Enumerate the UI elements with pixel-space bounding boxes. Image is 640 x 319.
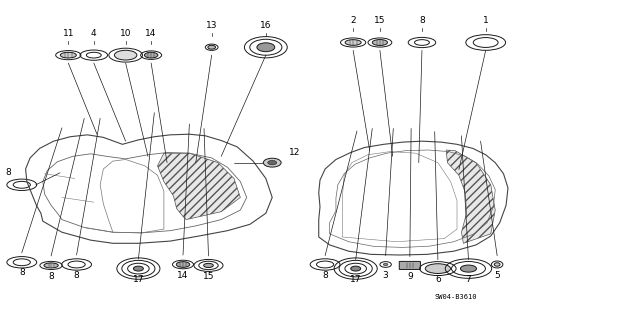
- Text: 16: 16: [260, 21, 271, 30]
- Text: 5: 5: [494, 271, 500, 280]
- Text: 11: 11: [63, 29, 74, 38]
- Ellipse shape: [372, 40, 387, 45]
- Polygon shape: [446, 150, 495, 243]
- Text: 17: 17: [132, 275, 144, 284]
- Text: 4: 4: [91, 29, 97, 38]
- Text: 6: 6: [435, 275, 441, 284]
- Text: 8: 8: [74, 271, 79, 280]
- Polygon shape: [157, 153, 241, 219]
- Ellipse shape: [115, 50, 137, 60]
- Ellipse shape: [145, 52, 158, 58]
- Circle shape: [383, 263, 388, 266]
- Ellipse shape: [345, 40, 361, 45]
- Text: 17: 17: [350, 275, 362, 284]
- Text: 8: 8: [19, 269, 25, 278]
- Ellipse shape: [86, 52, 101, 58]
- Text: 10: 10: [120, 29, 131, 38]
- Ellipse shape: [208, 45, 216, 49]
- Text: 3: 3: [383, 271, 388, 280]
- Circle shape: [380, 262, 392, 267]
- Text: SW04-B3610: SW04-B3610: [435, 294, 477, 300]
- Ellipse shape: [60, 52, 76, 58]
- Text: 12: 12: [289, 148, 300, 157]
- Ellipse shape: [257, 43, 275, 52]
- Circle shape: [268, 160, 276, 165]
- Ellipse shape: [68, 261, 85, 268]
- Text: 13: 13: [206, 21, 218, 30]
- Ellipse shape: [13, 182, 30, 188]
- Text: 2: 2: [350, 16, 356, 25]
- Ellipse shape: [425, 264, 451, 273]
- Ellipse shape: [176, 262, 189, 267]
- Text: 14: 14: [145, 29, 157, 38]
- Text: 15: 15: [374, 16, 386, 25]
- Ellipse shape: [204, 263, 213, 268]
- Text: 8: 8: [5, 168, 11, 177]
- Ellipse shape: [351, 266, 361, 271]
- Text: 15: 15: [203, 271, 214, 281]
- Text: 8: 8: [322, 271, 328, 280]
- Text: 7: 7: [465, 275, 471, 284]
- Text: 8: 8: [48, 271, 54, 281]
- Text: 14: 14: [177, 271, 189, 280]
- Text: 9: 9: [407, 271, 413, 281]
- Ellipse shape: [473, 38, 498, 48]
- Text: 1: 1: [483, 16, 488, 25]
- Ellipse shape: [13, 259, 30, 266]
- Ellipse shape: [415, 40, 429, 45]
- Ellipse shape: [44, 263, 58, 268]
- Ellipse shape: [494, 263, 500, 266]
- Circle shape: [263, 158, 281, 167]
- Ellipse shape: [133, 266, 143, 271]
- FancyBboxPatch shape: [399, 261, 420, 270]
- Ellipse shape: [317, 261, 333, 268]
- Ellipse shape: [460, 265, 477, 272]
- Text: 8: 8: [419, 16, 425, 25]
